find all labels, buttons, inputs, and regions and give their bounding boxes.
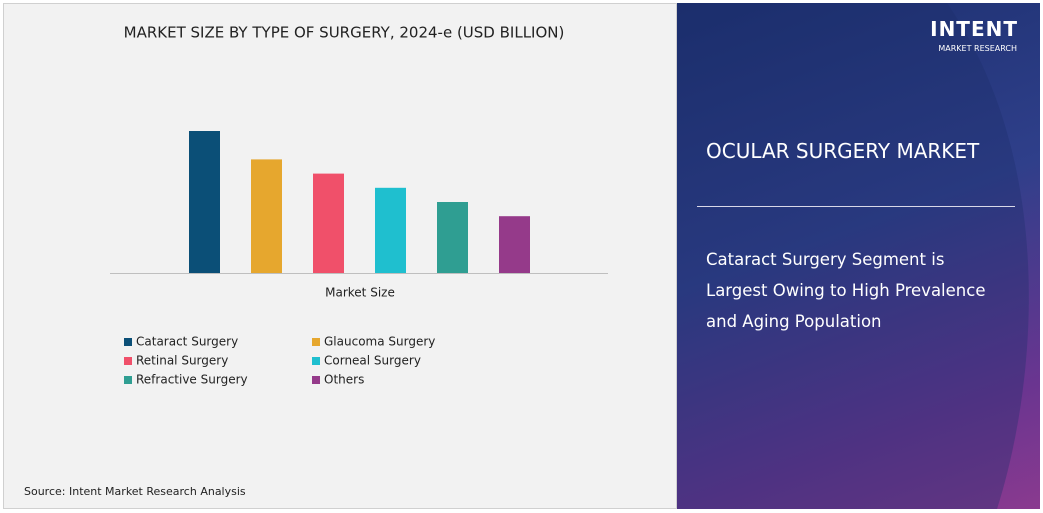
legend-label: Others [324,373,364,387]
divider [697,206,1015,207]
legend-swatch [124,338,132,346]
panel-decoration [677,3,1029,509]
legend-label: Corneal Surgery [324,354,421,368]
bar [375,187,406,273]
legend-swatch [312,376,320,384]
legend-label: Retinal Surgery [136,354,228,368]
bar [251,159,282,273]
info-panel: INTENT MARKET RESEARCH OCULAR SURGERY MA… [677,3,1040,509]
legend-swatch [312,357,320,365]
panel-title: OCULAR SURGERY MARKET [706,139,980,163]
legend-swatch [312,338,320,346]
logo-name: INTENT [930,17,1018,41]
logo-subtitle: MARKET RESEARCH [938,44,1017,53]
chart-panel: MARKET SIZE BY TYPE OF SURGERY, 2024-e (… [3,3,677,509]
legend-swatch [124,357,132,365]
panel-text: Cataract Surgery Segment is Largest Owin… [706,250,986,331]
bar [499,216,530,273]
legend-swatch [124,376,132,384]
source: Source: Intent Market Research Analysis [24,485,246,498]
bar [189,131,220,273]
bar [313,173,344,273]
chart: MARKET SIZE BY TYPE OF SURGERY, 2024-e (… [24,24,608,498]
legend-label: Glaucoma Surgery [324,335,435,349]
legend-label: Cataract Surgery [136,335,238,349]
chart-title: MARKET SIZE BY TYPE OF SURGERY, 2024-e (… [124,24,565,42]
legend-label: Refractive Surgery [136,373,248,387]
bar [437,202,468,273]
x-axis-label: Market Size [325,286,395,300]
